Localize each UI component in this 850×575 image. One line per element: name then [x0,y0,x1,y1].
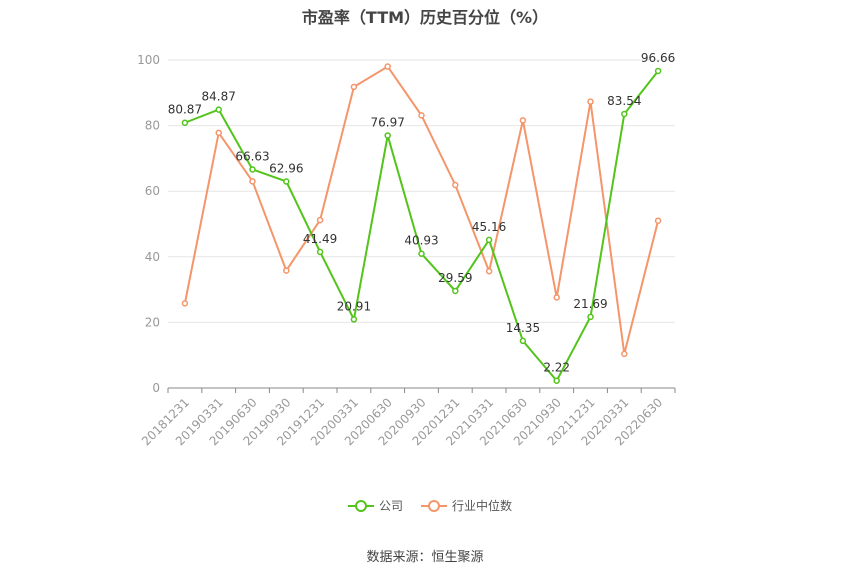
data-point [485,267,493,275]
data-point [181,300,189,307]
data-label: 2.22 [543,361,570,375]
data-label: 62.96 [269,161,303,175]
data-point [283,178,290,185]
data-point [621,110,628,118]
chart-title: 市盈率（TTM）历史百分位（%） [301,8,549,27]
data-point [519,337,527,345]
data-point [384,132,391,139]
data-point [485,236,493,244]
y-tick-label: 0 [152,381,160,395]
data-label: 21.69 [573,297,607,311]
data-point [350,83,358,91]
y-tick-label: 60 [145,184,160,198]
data-point [283,267,290,274]
data-label: 83.54 [607,94,641,108]
data-point [350,316,358,323]
legend-marker [355,500,367,512]
data-point [654,217,662,224]
data-point [418,112,425,119]
legend-label: 公司 [379,499,403,513]
data-label: 84.87 [202,90,236,104]
data-source: 数据来源：恒生聚源 [366,550,484,565]
data-label: 45.16 [472,220,506,234]
data-point [553,377,560,384]
data-point [553,294,560,301]
data-label: 80.87 [168,103,202,117]
data-point [316,216,324,224]
data-point [384,63,391,70]
y-tick-label: 100 [137,53,160,67]
data-label: 20.91 [337,299,371,313]
data-label: 29.59 [438,271,472,285]
data-point [249,166,256,173]
y-tick-label: 20 [145,315,160,329]
data-point [519,117,527,124]
data-label: 96.66 [641,51,675,65]
y-tick-label: 40 [145,250,160,264]
data-point [249,178,256,185]
data-label: 76.97 [371,116,405,130]
data-label: 40.93 [404,234,438,248]
data-label: 66.63 [235,149,269,163]
data-point [215,106,222,113]
y-tick-label: 80 [145,119,160,133]
data-point [215,129,222,137]
data-label: 14.35 [506,321,540,335]
legend-marker [428,500,440,512]
data-label: 41.49 [303,232,337,246]
data-point [587,313,594,321]
data-point [181,119,189,126]
legend-label: 行业中位数 [452,498,512,513]
data-point [621,350,628,358]
data-point [654,67,662,75]
data-point [418,250,425,257]
data-point [452,181,459,189]
data-point [452,287,459,295]
data-point [587,98,594,105]
data-point [316,248,324,256]
